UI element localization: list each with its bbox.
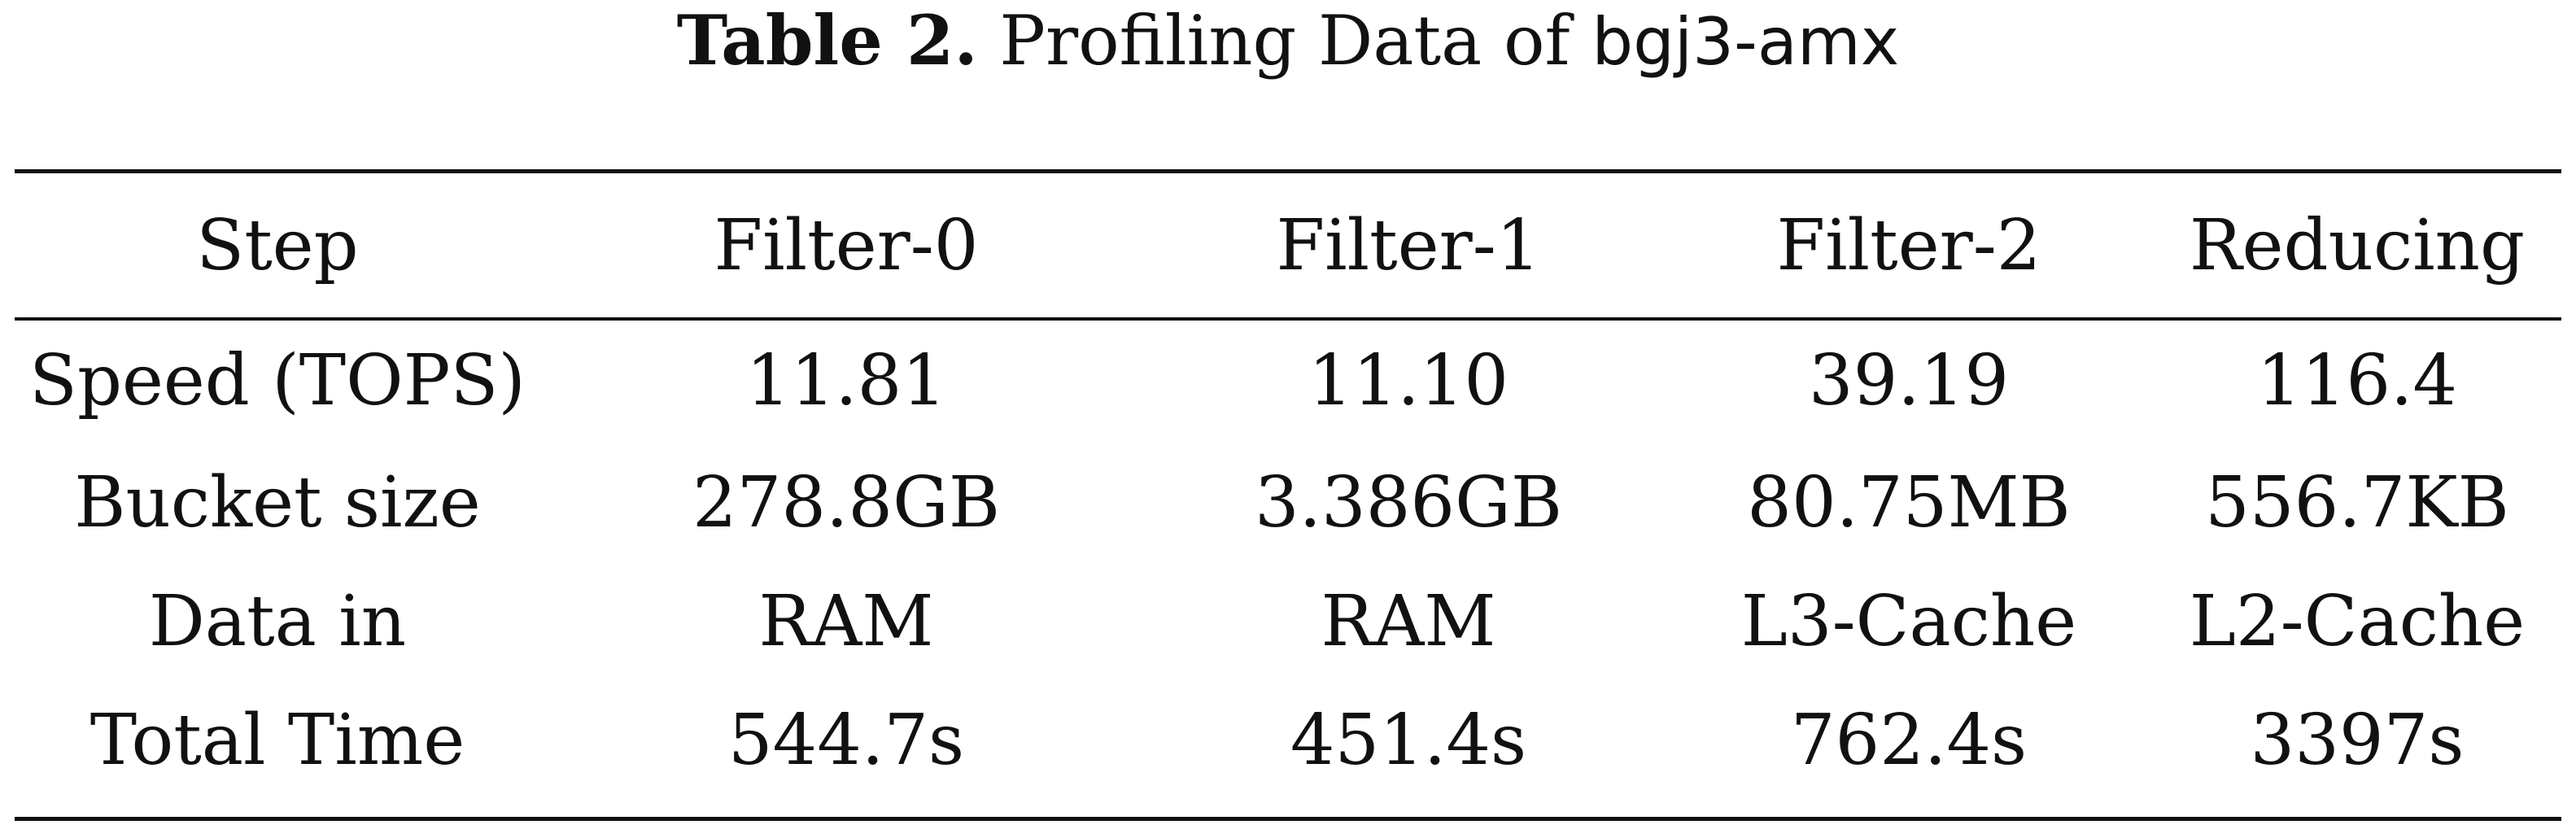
header-row: Step Filter-0 Filter-1 Filter-2 Reducing <box>15 173 2561 317</box>
table-cell: 3397s <box>2250 700 2465 781</box>
table-row: Data in RAM RAM L3-Cache L2-Cache <box>15 562 2561 681</box>
table-cell: RAM <box>1321 581 1496 662</box>
profiling-table: Step Filter-0 Filter-1 Filter-2 Reducing… <box>15 173 2561 800</box>
table-cell: RAM <box>758 581 934 662</box>
table-cell: L3-Cache <box>1740 581 2077 662</box>
table-row: Total Time 544.7s 451.4s 762.4s 3397s <box>15 681 2561 800</box>
header-cell: Filter-1 <box>1276 204 1541 286</box>
table-cell: 80.75MB <box>1747 462 2071 543</box>
table-cell: 11.81 <box>745 339 947 421</box>
table-cell: 11.10 <box>1308 339 1509 421</box>
table-row: Speed (TOPS) 11.81 11.10 39.19 116.4 <box>15 317 2561 443</box>
table-cell: 762.4s <box>1790 700 2028 781</box>
header-cell: Reducing <box>2189 204 2526 286</box>
caption-text: Profiling Data of <box>999 1 1570 81</box>
table-cell: 544.7s <box>727 700 965 781</box>
header-cell: Filter-2 <box>1776 204 2041 286</box>
row-label: Bucket size <box>74 462 481 543</box>
table-cell: 3.386GB <box>1254 462 1563 543</box>
table-cell: 278.8GB <box>692 462 1001 543</box>
top-rule <box>15 169 2561 173</box>
table-row: Bucket size 278.8GB 3.386GB 80.75MB 556.… <box>15 443 2561 562</box>
row-label: Speed (TOPS) <box>29 339 526 421</box>
row-label: Data in <box>148 581 407 662</box>
header-cell: Filter-0 <box>714 204 979 286</box>
bottom-rule <box>15 817 2561 821</box>
table-caption: Table 2. Profiling Data of bgj3-amx <box>0 0 2576 89</box>
table-cell: 39.19 <box>1808 339 2010 421</box>
table-cell: L2-Cache <box>2189 581 2526 662</box>
header-rule <box>15 317 2561 321</box>
table-cell: 116.4 <box>2256 339 2458 421</box>
table-cell: 556.7KB <box>2205 462 2509 543</box>
caption-system-name: bgj3-amx <box>1591 4 1900 80</box>
caption-label: Table 2. <box>676 0 978 81</box>
table-cell: 451.4s <box>1290 700 1527 781</box>
header-cell: Step <box>196 204 359 286</box>
row-label: Total Time <box>90 700 465 781</box>
